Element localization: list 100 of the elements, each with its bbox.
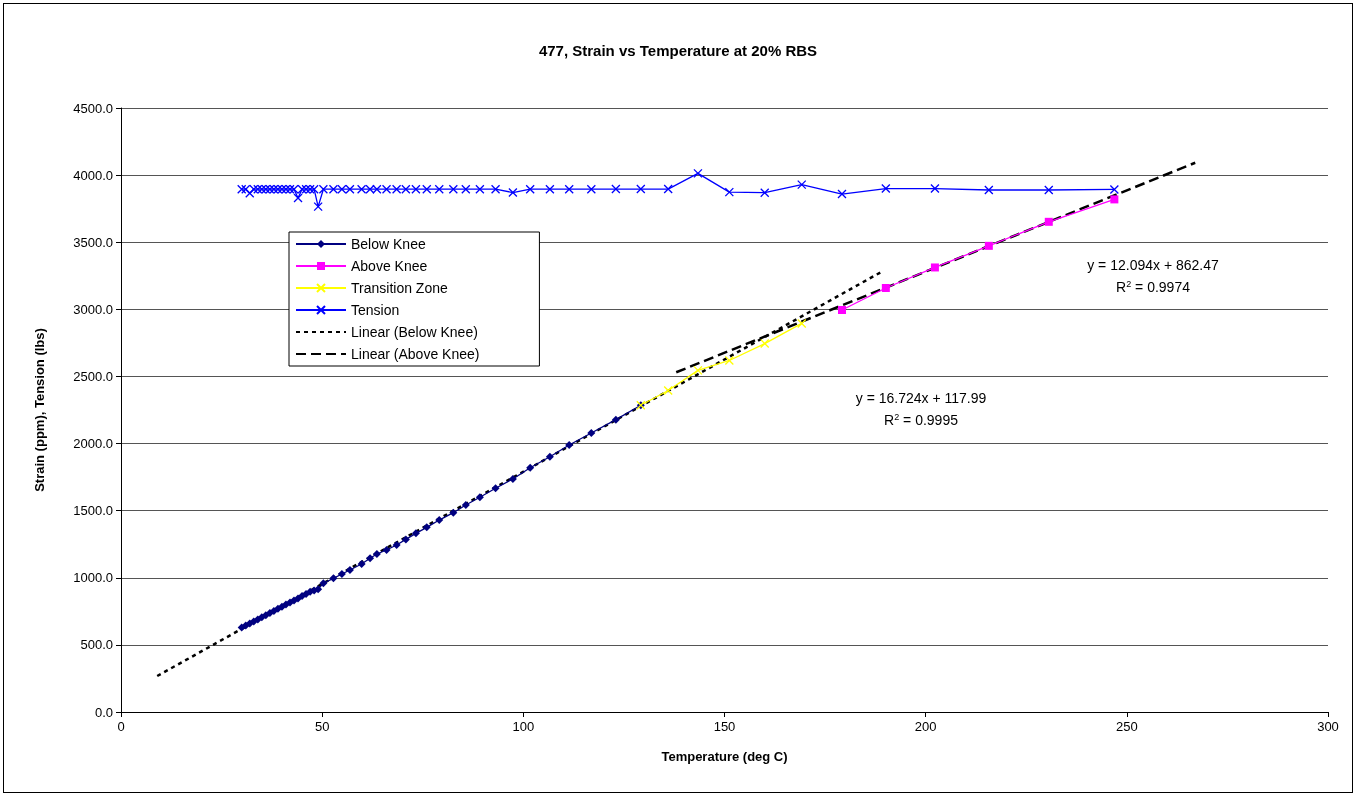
- chart-title: 477, Strain vs Temperature at 20% RBS: [538, 42, 818, 59]
- point: [372, 184, 382, 194]
- point: [1110, 195, 1119, 204]
- point: [1109, 184, 1120, 195]
- point: [257, 184, 267, 194]
- point: [301, 184, 311, 194]
- point: [319, 579, 328, 588]
- y-axis-title: Strain (ppm), Tension (lbs): [32, 328, 47, 492]
- point: [422, 184, 432, 194]
- x-tick-label: 50: [314, 719, 330, 734]
- point: [508, 474, 517, 483]
- point: [461, 184, 471, 194]
- point: [475, 184, 485, 194]
- legend-label: Below Knee: [351, 236, 426, 252]
- point: [448, 184, 458, 194]
- point: [587, 428, 596, 437]
- point: [930, 263, 939, 272]
- point: [611, 415, 620, 424]
- x-tick-label: 150: [713, 719, 736, 734]
- point: [265, 184, 275, 194]
- point: [382, 545, 391, 554]
- point: [314, 585, 323, 594]
- x-tick-label: 100: [512, 719, 535, 734]
- point: [261, 184, 271, 194]
- annotation: y = 12.094x + 862.47: [1087, 257, 1219, 273]
- point: [293, 193, 303, 203]
- point: [1044, 217, 1053, 226]
- x-tick-label: 0: [117, 719, 125, 734]
- point: [289, 184, 299, 194]
- point: [565, 441, 574, 450]
- point: [461, 501, 470, 510]
- point: [297, 184, 307, 194]
- point: [449, 508, 458, 517]
- x-tick-label: 250: [1115, 719, 1138, 734]
- x-tick-label: 200: [914, 719, 937, 734]
- point: [491, 484, 500, 493]
- point: [663, 385, 673, 396]
- y-tick-label: 1000.0: [73, 570, 113, 586]
- y-tick-label: 1500.0: [73, 503, 113, 519]
- point: [434, 184, 444, 194]
- legend-label: Linear (Above Knee): [351, 346, 480, 362]
- point: [411, 184, 421, 194]
- point: [508, 187, 518, 198]
- point: [249, 184, 259, 194]
- point: [365, 184, 375, 194]
- point: [366, 554, 375, 563]
- point: [305, 184, 315, 194]
- point: [391, 184, 402, 194]
- y-tick-label: 2500.0: [73, 368, 113, 384]
- point: [381, 184, 392, 194]
- legend-label: Tension: [351, 302, 400, 318]
- point: [490, 184, 501, 194]
- point: [526, 463, 535, 472]
- y-tick-label: 500.0: [80, 637, 113, 653]
- point: [329, 574, 338, 583]
- point: [881, 183, 891, 194]
- point: [475, 493, 484, 502]
- legend-label: Above Knee: [351, 258, 428, 274]
- point: [313, 202, 323, 212]
- point: [337, 570, 346, 579]
- point: [881, 283, 890, 292]
- point: [281, 184, 291, 194]
- point: [328, 184, 339, 194]
- x-axis-title: Temperature (deg C): [661, 749, 788, 764]
- point: [663, 184, 673, 194]
- point: [984, 241, 993, 250]
- point: [285, 184, 295, 194]
- y-tick-label: 3000.0: [73, 301, 113, 317]
- point: [545, 184, 555, 194]
- legend-label: Transition Zone: [351, 280, 448, 296]
- point: [277, 184, 287, 194]
- point: [401, 184, 411, 194]
- point: [422, 523, 431, 532]
- legend-label: Linear (Below Knee): [351, 324, 478, 340]
- point: [564, 184, 574, 194]
- point: [392, 541, 401, 550]
- point: [837, 306, 846, 314]
- point: [318, 184, 329, 194]
- point: [760, 188, 770, 198]
- point: [611, 184, 621, 194]
- point: [545, 452, 554, 461]
- point: [760, 338, 770, 349]
- point: [724, 355, 734, 366]
- point: [345, 565, 354, 574]
- point: [411, 529, 420, 538]
- y-tick-label: 4000.0: [73, 167, 113, 183]
- point: [372, 550, 381, 559]
- y-tick-label: 3500.0: [73, 234, 113, 250]
- point: [797, 179, 807, 190]
- point: [337, 184, 347, 194]
- point: [245, 188, 255, 198]
- point: [1044, 185, 1054, 195]
- point: [930, 183, 940, 194]
- point: [636, 184, 646, 194]
- point: [273, 184, 283, 194]
- point: [237, 184, 247, 194]
- point: [241, 184, 251, 194]
- annotation: y = 16.724x + 117.99: [855, 390, 987, 406]
- point: [269, 184, 279, 194]
- point: [357, 559, 366, 568]
